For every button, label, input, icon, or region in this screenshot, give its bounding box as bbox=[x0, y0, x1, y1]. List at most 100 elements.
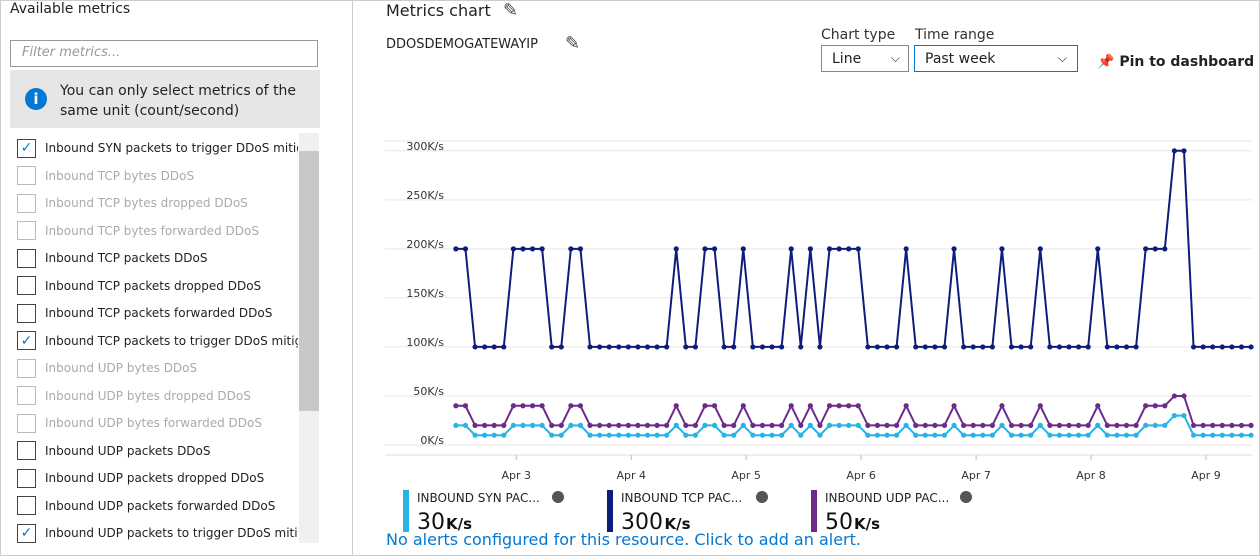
data-point bbox=[941, 344, 948, 350]
metric-item[interactable]: Inbound TCP bytes dropped DDoS bbox=[10, 190, 298, 216]
data-point bbox=[970, 422, 976, 428]
data-point bbox=[501, 422, 507, 428]
data-point bbox=[1200, 344, 1206, 350]
data-point bbox=[616, 422, 622, 428]
data-point bbox=[1238, 432, 1245, 438]
data-point bbox=[826, 246, 833, 252]
data-point bbox=[1238, 344, 1245, 350]
data-point bbox=[922, 344, 928, 350]
data-point bbox=[1008, 432, 1015, 438]
legend-value: 50 bbox=[825, 510, 853, 535]
data-point bbox=[846, 246, 852, 252]
metric-item[interactable]: Inbound UDP packets forwarded DDoS bbox=[10, 493, 298, 519]
checkbox[interactable] bbox=[17, 413, 36, 433]
metric-item[interactable]: Inbound UDP bytes DDoS bbox=[10, 355, 298, 381]
data-point bbox=[759, 432, 766, 438]
data-point bbox=[635, 422, 641, 428]
checkbox[interactable] bbox=[17, 496, 36, 515]
metric-item[interactable]: Inbound TCP bytes DDoS bbox=[10, 163, 298, 189]
legend-swatch bbox=[607, 490, 613, 532]
data-point bbox=[1248, 344, 1254, 350]
data-point bbox=[1076, 344, 1082, 350]
metric-item[interactable]: ✓ Inbound SYN packets to trigger DDoS mit… bbox=[10, 135, 298, 161]
y-tick-label: 200K/s bbox=[406, 238, 444, 251]
scrollbar[interactable] bbox=[299, 133, 319, 543]
time-range-select[interactable]: Past week ⌵ bbox=[914, 45, 1078, 72]
data-point bbox=[606, 422, 612, 428]
checkbox[interactable] bbox=[17, 358, 36, 378]
edit-icon[interactable]: ✎ bbox=[503, 0, 519, 21]
data-point bbox=[922, 422, 928, 428]
data-point bbox=[1123, 432, 1130, 438]
data-point bbox=[539, 403, 545, 409]
metric-item[interactable]: Inbound UDP packets DDoS bbox=[10, 438, 298, 464]
metric-item[interactable]: Inbound UDP bytes forwarded DDoS bbox=[10, 410, 298, 436]
checkbox[interactable]: ✓ bbox=[17, 523, 36, 543]
pin-icon: 📌 bbox=[1097, 54, 1115, 70]
checkbox[interactable] bbox=[17, 303, 36, 323]
data-point bbox=[1085, 422, 1091, 428]
metric-label: Inbound UDP packets dropped DDoS bbox=[45, 471, 265, 485]
data-point bbox=[913, 344, 919, 350]
data-point bbox=[453, 403, 459, 409]
data-point bbox=[1028, 422, 1034, 428]
data-point bbox=[913, 432, 919, 438]
x-tick-label: Apr 7 bbox=[961, 469, 991, 482]
data-point bbox=[1162, 422, 1168, 428]
checkbox[interactable] bbox=[17, 276, 36, 295]
data-point bbox=[510, 403, 516, 409]
checkbox[interactable] bbox=[17, 386, 36, 405]
data-point bbox=[1114, 432, 1120, 438]
data-point bbox=[855, 422, 861, 428]
checkbox[interactable] bbox=[17, 248, 36, 268]
metric-item[interactable]: Inbound TCP packets forwarded DDoS bbox=[10, 300, 298, 326]
checkbox[interactable] bbox=[17, 193, 36, 213]
data-point bbox=[1190, 344, 1197, 350]
data-point bbox=[1056, 432, 1063, 438]
checkbox[interactable] bbox=[17, 468, 36, 488]
metric-label: Inbound UDP bytes dropped DDoS bbox=[45, 388, 251, 403]
metric-label: Inbound TCP packets DDoS bbox=[45, 251, 208, 265]
data-point bbox=[769, 432, 775, 438]
metric-item[interactable]: Inbound UDP packets dropped DDoS bbox=[10, 465, 298, 491]
data-point bbox=[472, 432, 478, 438]
checkbox[interactable] bbox=[17, 221, 36, 240]
data-point bbox=[1152, 422, 1158, 428]
data-point bbox=[1028, 344, 1034, 350]
checkbox[interactable] bbox=[17, 441, 36, 460]
data-point bbox=[989, 344, 995, 350]
metric-item[interactable]: Inbound UDP bytes dropped DDoS bbox=[10, 383, 298, 409]
data-point bbox=[702, 422, 708, 428]
data-point bbox=[1028, 432, 1034, 438]
metric-item[interactable]: Inbound TCP packets dropped DDoS bbox=[10, 273, 298, 299]
data-point bbox=[779, 422, 785, 428]
metric-label: Inbound UDP packets to trigger DDoS miti… bbox=[45, 526, 298, 540]
metric-item[interactable]: ✓ Inbound TCP packets to trigger DDoS mit… bbox=[10, 328, 298, 354]
data-point bbox=[1056, 344, 1063, 350]
data-point bbox=[750, 344, 756, 350]
scroll-thumb[interactable] bbox=[299, 151, 319, 411]
edit-icon[interactable]: ✎ bbox=[565, 33, 581, 54]
checkbox[interactable]: ✓ bbox=[17, 331, 36, 350]
data-point bbox=[1152, 246, 1158, 252]
metric-item[interactable]: ✓ Inbound UDP packets to trigger DDoS mit… bbox=[10, 520, 298, 546]
data-point bbox=[577, 422, 584, 428]
metric-item[interactable]: Inbound TCP packets DDoS bbox=[10, 245, 298, 271]
data-point bbox=[702, 246, 708, 252]
x-tick-label: Apr 5 bbox=[731, 469, 761, 482]
data-point bbox=[721, 422, 727, 428]
checkbox[interactable] bbox=[17, 166, 36, 185]
checkbox[interactable]: ✓ bbox=[17, 138, 36, 158]
data-point bbox=[1210, 432, 1216, 438]
y-tick-label: 250K/s bbox=[406, 189, 444, 202]
alert-link[interactable]: No alerts configured for this resource. … bbox=[386, 530, 861, 549]
data-point bbox=[1056, 422, 1063, 428]
pin-button[interactable]: 📌 Pin to dashboard bbox=[1097, 54, 1254, 70]
filter-input[interactable]: Filter metrics... bbox=[10, 40, 318, 67]
data-point bbox=[1190, 422, 1197, 428]
resource-name: DDOSDEMOGATEWAYIP bbox=[386, 37, 538, 52]
chart-type-select[interactable]: Line ⌵ bbox=[821, 45, 909, 72]
data-point bbox=[721, 344, 727, 350]
metric-item[interactable]: Inbound TCP bytes forwarded DDoS bbox=[10, 218, 298, 244]
data-point bbox=[989, 422, 995, 428]
